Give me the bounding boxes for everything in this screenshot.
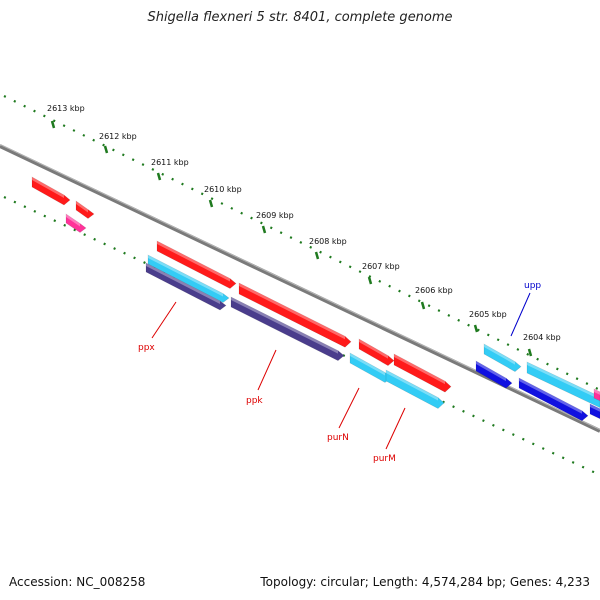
cds-feature-ppx-cyan-highlight	[148, 255, 223, 297]
ruler-tick-label: 2609 kbp	[256, 211, 294, 220]
ruler-tick-label: 2605 kbp	[469, 310, 507, 319]
ruler-tick-label: 2610 kbp	[204, 185, 242, 194]
ruler-tick-mark	[367, 276, 373, 285]
cds-feature[interactable]	[75, 200, 95, 219]
gene-label-purm[interactable]: purM	[373, 454, 396, 464]
ruler-tick-label: 2613 kbp	[47, 104, 85, 113]
cds-feature-blue-highlight	[519, 378, 582, 414]
cds-feature-upp-cyan[interactable]	[483, 343, 522, 372]
cds-feature-upp-cyan-highlight	[484, 344, 515, 365]
ruler-tick-mark	[50, 120, 56, 129]
feature-layer	[31, 176, 600, 422]
cds-feature-purM-cyan-highlight	[386, 370, 438, 401]
cds-feature-upp-blue[interactable]	[475, 360, 513, 389]
ruler-tick-mark	[103, 145, 109, 154]
cds-feature-purM[interactable]	[393, 353, 452, 393]
cds-feature-ppk-purple-highlight	[231, 297, 338, 354]
ruler-outer-track	[3, 95, 600, 391]
cds-feature[interactable]	[31, 176, 71, 206]
cds-feature-ppx-purple[interactable]	[145, 262, 227, 311]
ruler-tick-label: 2604 kbp	[523, 333, 561, 342]
cds-feature-magenta[interactable]	[593, 388, 600, 402]
cds-feature-ppx-highlight	[157, 241, 230, 282]
cds-feature-purN-highlight	[359, 339, 388, 359]
cds-feature[interactable]	[65, 213, 87, 233]
ruler-tick-mark	[420, 301, 426, 310]
gene-leader-line	[385, 407, 406, 450]
genome-backbone-highlight	[0, 144, 600, 430]
cds-feature-cyan[interactable]	[526, 361, 600, 409]
gene-label-layer: ppx ppk purN purM upp	[138, 281, 541, 464]
cds-feature-ppx-cyan[interactable]	[147, 254, 230, 303]
cds-feature-ppk-highlight	[239, 283, 345, 340]
cds-feature-blue[interactable]	[589, 403, 600, 420]
cds-feature-ppx-purple-highlight	[146, 263, 220, 304]
ruler-tick-label: 2612 kbp	[99, 132, 137, 141]
cds-feature-purM-cyan[interactable]	[385, 369, 445, 409]
genome-backbone	[0, 144, 600, 433]
cds-feature-blue[interactable]	[518, 377, 589, 422]
gene-label-purn[interactable]: purN	[327, 433, 349, 443]
ruler-tick-label: 2611 kbp	[151, 158, 189, 167]
cds-feature-highlight	[76, 201, 88, 213]
gene-leader-line	[151, 301, 177, 339]
cds-feature-purM-highlight	[394, 354, 445, 385]
ruler-tick-mark	[156, 172, 162, 181]
ruler-tick-label: 2608 kbp	[309, 237, 347, 246]
gene-label-ppk[interactable]: ppk	[246, 396, 263, 406]
map-title: Shigella flexneri 5 str. 8401, complete …	[147, 10, 453, 25]
cds-feature-blue-highlight	[590, 404, 600, 412]
cds-feature-ppk-purple[interactable]	[230, 296, 345, 362]
gene-label-upp[interactable]: upp	[524, 281, 541, 291]
cds-feature-purN-cyan-highlight	[350, 353, 385, 376]
ruler-tick-mark	[208, 199, 214, 208]
genome-summary-text: Topology: circular; Length: 4,574,284 bp…	[260, 575, 590, 589]
gene-leader-line	[510, 292, 531, 337]
ruler-tick-mark	[261, 225, 267, 234]
ruler-tick-mark	[473, 324, 479, 333]
cds-feature-purN[interactable]	[358, 338, 395, 366]
accession-text: Accession: NC_008258	[9, 575, 146, 589]
ruler-ticks: 2613 kbp 2612 kbp 2611 kbp 2610 kbp 2609 kbp…	[47, 104, 561, 357]
gene-leader-line	[257, 349, 277, 391]
gene-label-ppx[interactable]: ppx	[138, 343, 155, 353]
ruler-tick-mark	[527, 348, 533, 357]
cds-feature-ppx[interactable]	[156, 240, 237, 289]
cds-feature-highlight	[66, 214, 80, 227]
cds-feature-upp-blue-highlight	[476, 361, 506, 382]
cds-feature-magenta-highlight	[594, 389, 600, 395]
cds-feature-cyan-highlight	[527, 362, 600, 400]
cds-feature-ppk[interactable]	[238, 282, 352, 348]
cds-feature-highlight	[32, 177, 64, 199]
gene-leader-line	[338, 387, 360, 429]
ruler-tick-mark	[314, 251, 320, 260]
ruler-tick-label: 2606 kbp	[415, 286, 453, 295]
ruler-tick-label: 2607 kbp	[362, 262, 400, 271]
